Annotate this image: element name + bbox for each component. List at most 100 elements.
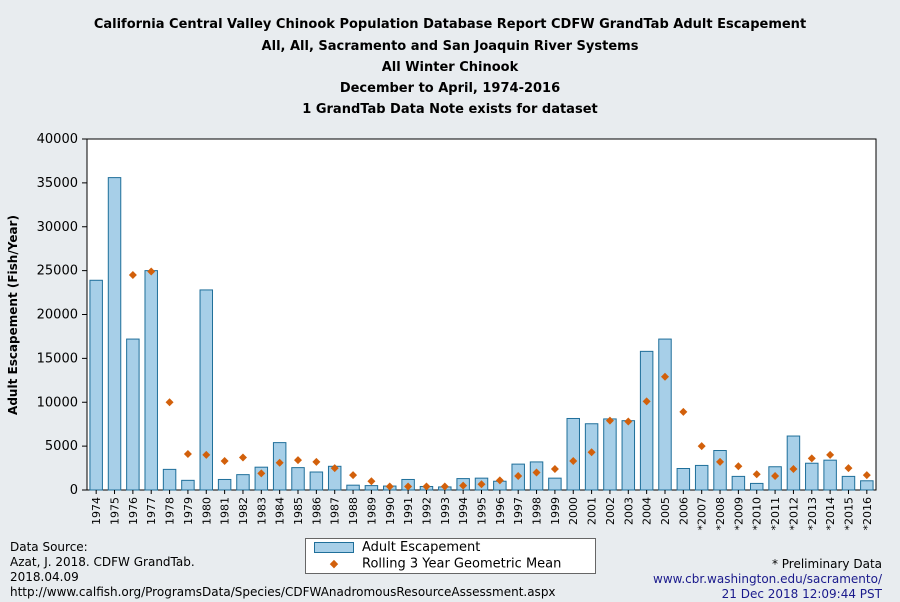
bar <box>639 350 654 491</box>
bar <box>217 478 232 491</box>
bar <box>694 464 709 491</box>
x-tick-label: *2011 <box>769 497 782 531</box>
bar <box>291 467 305 491</box>
bar <box>731 475 746 491</box>
geomean-marker <box>532 468 541 477</box>
geomean-marker <box>422 482 431 491</box>
preliminary-note: * Preliminary Data <box>771 557 882 571</box>
bar <box>107 177 122 491</box>
source-line: 2018.04.09 <box>10 570 79 584</box>
footer-right: * Preliminary Data www.cbr.washington.ed… <box>653 557 882 602</box>
x-tick-label: 1975 <box>109 497 122 525</box>
geomean-marker <box>294 456 303 465</box>
bar <box>676 468 691 491</box>
geomean-marker <box>679 407 688 416</box>
legend-diamond-icon: ◆ <box>329 557 339 570</box>
geomean-marker <box>257 469 266 478</box>
bar <box>89 279 103 491</box>
x-tick-label: 1977 <box>145 497 158 525</box>
bar <box>199 289 214 491</box>
geomean-marker <box>385 482 394 491</box>
x-tick-label: *2009 <box>732 497 745 531</box>
geomean-marker <box>844 464 853 473</box>
data-source: Data Source: Azat, J. 2018. CDFW GrandTa… <box>10 540 556 600</box>
y-tick-label: 5000 <box>45 439 78 454</box>
x-tick-label: 1984 <box>274 497 287 525</box>
bar <box>181 479 195 491</box>
x-tick-label: 1974 <box>90 497 103 525</box>
chart-subtitle-2: All Winter Chinook <box>381 60 519 75</box>
geomean-marker <box>642 397 651 406</box>
y-tick-label: 25000 <box>37 264 78 279</box>
geomean-marker <box>459 481 468 490</box>
geomean-marker <box>312 457 321 466</box>
bar <box>566 417 580 491</box>
x-tick-label: 1996 <box>494 497 507 525</box>
bar <box>162 468 177 491</box>
x-tick-label: 1979 <box>182 497 195 525</box>
geomean-marker <box>147 267 156 276</box>
bar-series <box>89 177 874 491</box>
geomean-marker <box>495 476 504 485</box>
x-tick-label: 2006 <box>677 497 690 525</box>
x-tick-label: 1983 <box>255 497 268 525</box>
x-tick-label: 1982 <box>237 497 250 525</box>
geomean-marker <box>789 464 798 473</box>
geomean-marker <box>349 471 358 480</box>
geomean-marker <box>587 448 596 457</box>
geomean-marker <box>275 458 284 467</box>
x-tick-label: 1986 <box>310 497 323 525</box>
geomean-marker <box>716 457 725 466</box>
bar <box>658 338 672 491</box>
geomean-marker <box>807 454 816 463</box>
x-axis: 1974 1975 1976 1977 1978 1979 1980 1981 1982 1983… <box>90 490 874 531</box>
x-tick-label: 1991 <box>402 497 415 525</box>
site-link[interactable]: www.cbr.washington.edu/sacramento/ <box>653 572 882 586</box>
geomean-marker <box>569 457 578 466</box>
geomean-marker <box>367 477 376 486</box>
bar <box>823 459 837 491</box>
x-tick-label: 1980 <box>200 497 213 525</box>
chart-subtitle-3: December to April, 1974-2016 <box>339 81 561 96</box>
bar <box>126 338 140 491</box>
x-tick-label: *2007 <box>696 497 709 531</box>
x-tick-label: 2001 <box>586 497 599 525</box>
x-tick-label: *2008 <box>714 497 727 531</box>
x-tick-label: 1990 <box>384 497 397 525</box>
y-tick-label: 40000 <box>37 132 78 147</box>
legend-marker-label: Rolling 3 Year Geometric Mean <box>362 556 562 572</box>
x-tick-label: 1989 <box>365 497 378 525</box>
chart-subtitle-1: All, All, Sacramento and San Joaquin Riv… <box>261 39 639 54</box>
geomean-marker <box>404 482 413 491</box>
legend-bar-label: Adult Escapement <box>362 540 481 555</box>
bar <box>309 471 324 491</box>
geomean-marker <box>734 462 743 471</box>
y-axis: 0 5000 10000 15000 20000 25000 30000 35000 40000 <box>37 132 87 498</box>
geomean-marker <box>752 470 761 479</box>
y-tick-label: 0 <box>70 483 78 498</box>
x-tick-label: 1995 <box>476 497 489 525</box>
geomean-marker <box>238 453 247 462</box>
x-tick-label: 1978 <box>164 497 177 525</box>
y-tick-label: 20000 <box>37 308 78 323</box>
bar <box>346 484 360 491</box>
legend: Adult Escapement ◆ Rolling 3 Year Geometr… <box>305 538 596 574</box>
x-tick-label: *2010 <box>751 497 764 531</box>
x-tick-label: 1999 <box>549 497 562 525</box>
geomean-marker <box>165 398 174 407</box>
legend-item-markers: ◆ Rolling 3 Year Geometric Mean <box>314 556 562 572</box>
marker-series <box>128 267 871 491</box>
x-tick-label: 1993 <box>439 497 452 525</box>
x-tick-label: 2004 <box>641 497 654 525</box>
bar <box>713 450 727 491</box>
geomean-marker <box>440 482 449 491</box>
bar <box>144 270 158 491</box>
geomean-marker <box>862 471 871 480</box>
x-tick-label: *2016 <box>861 497 874 531</box>
x-tick-label: 2002 <box>604 497 617 525</box>
geomean-marker <box>330 464 339 473</box>
x-tick-label: 1976 <box>127 497 140 525</box>
source-url[interactable]: http://www.calfish.org/ProgramsData/Spec… <box>10 585 556 599</box>
x-tick-label: 1994 <box>457 497 470 525</box>
y-axis-label: Adult Escapement (Fish/Year) <box>6 215 20 415</box>
